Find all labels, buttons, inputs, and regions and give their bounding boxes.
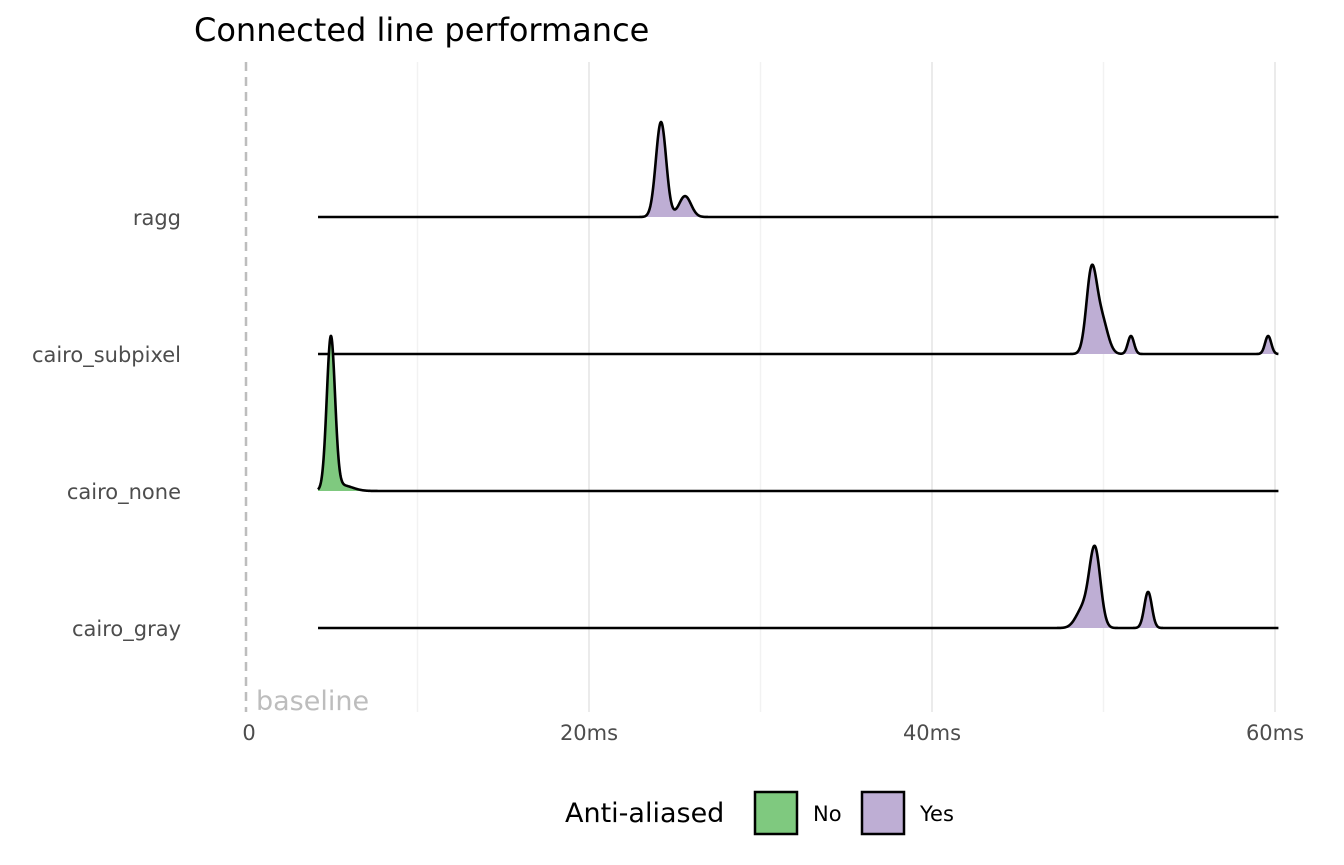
- baseline-annotation: baseline: [256, 686, 369, 717]
- ridge-line-cairo_none: [317, 334, 1280, 493]
- legend-label: Yes: [919, 802, 954, 826]
- legend-swatch: [753, 790, 799, 836]
- y-tick-label: cairo_gray: [72, 617, 181, 642]
- y-tick-label: cairo_subpixel: [32, 343, 181, 368]
- legend-title: Anti-aliased: [565, 798, 724, 829]
- chart-title: Connected line performance: [194, 11, 649, 49]
- y-tick-label: cairo_none: [67, 480, 181, 505]
- legend-item-no: No: [753, 790, 842, 836]
- ridges: [317, 120, 1280, 630]
- legend: Anti-aliased No Yes: [565, 790, 954, 836]
- y-tick-label: ragg: [133, 206, 181, 230]
- grid-lines: [416, 62, 1276, 712]
- ridge-line-cairo_subpixel: [317, 263, 1280, 356]
- ridge-cairo_gray: [317, 544, 1280, 630]
- legend-item-yes: Yes: [860, 790, 954, 836]
- baseline-reference: baseline: [244, 62, 369, 717]
- x-axis-labels: 0 20ms 40ms 60ms: [242, 721, 1304, 745]
- ridge-line-cairo_gray: [317, 544, 1280, 630]
- y-axis-labels: ragg cairo_subpixel cairo_none cairo_gray: [32, 206, 181, 642]
- legend-swatch: [860, 790, 906, 836]
- x-tick-label: 0: [242, 721, 255, 745]
- x-tick-label: 20ms: [560, 721, 618, 745]
- x-tick-label: 60ms: [1246, 721, 1304, 745]
- ridge-cairo_subpixel: [317, 263, 1280, 356]
- ridge-cairo_none: [317, 334, 1280, 493]
- ridge-fill-cairo_none: [318, 335, 1279, 491]
- ridge-fill-ragg: [318, 121, 1279, 217]
- legend-label: No: [813, 802, 842, 826]
- ridge-fill-cairo_gray: [318, 545, 1279, 628]
- ridge-line-ragg: [317, 120, 1280, 219]
- ridge-ragg: [317, 120, 1280, 219]
- x-tick-label: 40ms: [903, 721, 961, 745]
